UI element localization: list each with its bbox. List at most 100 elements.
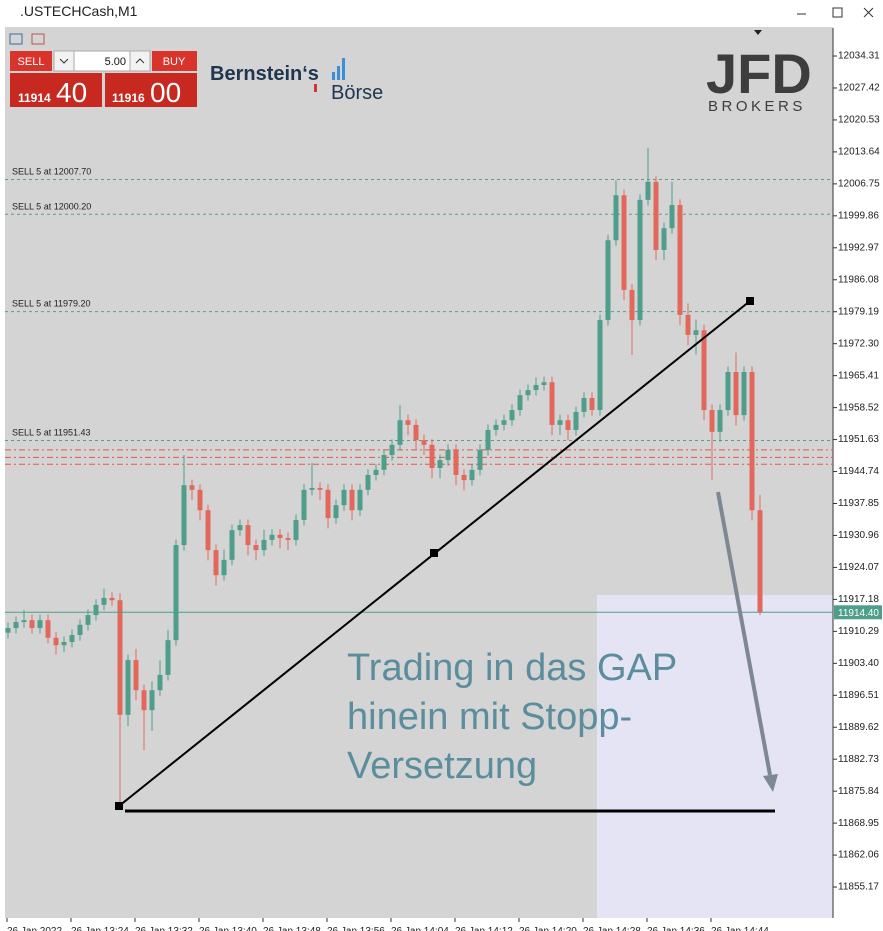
candle-body: [245, 525, 251, 546]
order-label: SELL 5 at 12000.20: [12, 201, 91, 211]
y-tick-label: 11986.08: [838, 274, 879, 285]
y-tick-label: 12013.64: [838, 147, 880, 158]
logo-bar: [337, 66, 340, 80]
candle-body: [61, 641, 67, 646]
candle-body: [421, 440, 427, 445]
current-price-label: 11914.40: [838, 608, 879, 619]
candle-body: [173, 545, 179, 641]
y-tick-label: 11862.06: [838, 850, 879, 861]
bid-box[interactable]: [10, 73, 102, 107]
x-tick-label: 26 Jan 13:32: [135, 926, 193, 931]
buy-label: BUY: [163, 56, 186, 68]
candle-body: [109, 597, 115, 601]
annotation-line: Trading in das GAP: [347, 647, 677, 689]
candle-body: [269, 534, 275, 540]
candle-body: [93, 604, 99, 616]
trend-anchor: [430, 549, 438, 557]
y-tick-label: 12034.31: [838, 51, 880, 62]
candle-body: [141, 690, 147, 711]
order-label: SELL 5 at 11951.43: [12, 428, 91, 438]
panel-icon[interactable]: [31, 33, 45, 45]
candle-body: [197, 489, 203, 511]
bernstein-logo: Bernstein‘s: [210, 63, 319, 85]
candle-body: [389, 444, 395, 456]
sell-label: SELL: [18, 56, 45, 68]
candle-body: [45, 620, 51, 638]
jfd-sub: BROKERS: [708, 98, 806, 115]
candle-body: [237, 525, 243, 531]
candle-body: [413, 424, 419, 441]
sell-button[interactable]: [10, 51, 52, 71]
candle-body: [685, 314, 691, 335]
panel-icon[interactable]: [9, 33, 23, 45]
y-tick-label: 11992.97: [838, 242, 879, 253]
y-tick-label: 11910.29: [838, 626, 879, 637]
arrow-shaft: [716, 491, 772, 776]
candle-body: [501, 420, 507, 425]
bid-pips: 40: [56, 77, 87, 108]
close-button[interactable]: [863, 7, 874, 18]
candle-body: [21, 620, 27, 623]
arrow-head: [763, 774, 778, 792]
candle-body: [661, 228, 667, 250]
y-tick-label: 11972.30: [838, 338, 879, 349]
candle-body: [357, 489, 363, 511]
candle-body: [381, 455, 387, 470]
candle-body: [509, 410, 515, 421]
x-tick-label: 26 Jan 13:48: [263, 926, 321, 931]
order-label: SELL 5 at 11979.20: [12, 299, 91, 309]
candle-body: [157, 674, 163, 691]
candle-body: [445, 449, 451, 461]
x-tick-label: 26 Jan 14:44: [711, 926, 769, 931]
candle-body: [341, 489, 347, 506]
candle-body: [725, 371, 731, 411]
logo-bar: [314, 84, 317, 92]
candle-body: [325, 489, 331, 519]
candle-body: [541, 382, 547, 385]
up-icon: [135, 58, 145, 64]
candle-body: [533, 384, 539, 391]
candle-body: [557, 420, 563, 425]
buy-button[interactable]: [152, 51, 197, 71]
price-scale-bg: [833, 27, 883, 931]
volume-value: 5.00: [105, 56, 126, 68]
candle-body: [181, 485, 187, 546]
order-label: SELL 5 at 12007.70: [12, 166, 91, 176]
candle-body: [677, 204, 683, 315]
y-tick-label: 11951.63: [838, 434, 879, 445]
y-tick-label: 11924.07: [838, 562, 879, 573]
x-tick-label: 26 Jan 14:20: [519, 926, 577, 931]
maximize-button[interactable]: [832, 7, 843, 18]
volume-down[interactable]: [53, 50, 75, 72]
candle-body: [733, 371, 739, 416]
candle-body: [605, 240, 611, 321]
candle-body: [597, 320, 603, 411]
candle-body: [285, 538, 291, 540]
candle-body: [565, 420, 571, 430]
ask-main: 11916: [112, 91, 145, 105]
candle-body: [165, 640, 171, 675]
y-tick-label: 11896.51: [838, 690, 879, 701]
candle-body: [293, 519, 299, 540]
volume-up[interactable]: [129, 50, 151, 72]
candle-body: [397, 420, 403, 445]
candle-body: [589, 397, 595, 411]
candle-body: [29, 620, 35, 629]
logo-bar: [332, 72, 335, 80]
candle-body: [5, 628, 11, 633]
ask-box[interactable]: [105, 73, 197, 107]
candle-body: [405, 420, 411, 425]
candle-body: [85, 615, 91, 625]
candle-body: [525, 390, 531, 396]
candle-body: [317, 487, 323, 490]
annotation-line: Versetzung: [347, 745, 537, 787]
trend-anchor: [115, 802, 123, 810]
x-tick-label: 26 Jan 14:04: [391, 926, 449, 931]
x-tick-label: 26 Jan 14:36: [647, 926, 705, 931]
y-tick-label: 11889.62: [838, 722, 879, 733]
trend-anchor: [746, 297, 754, 305]
bid-main: 11914: [18, 91, 51, 105]
candle-body: [645, 181, 651, 200]
x-tick-label: 26 Jan 14:12: [455, 926, 513, 931]
x-tick-label: 26 Jan 2022: [7, 926, 62, 931]
